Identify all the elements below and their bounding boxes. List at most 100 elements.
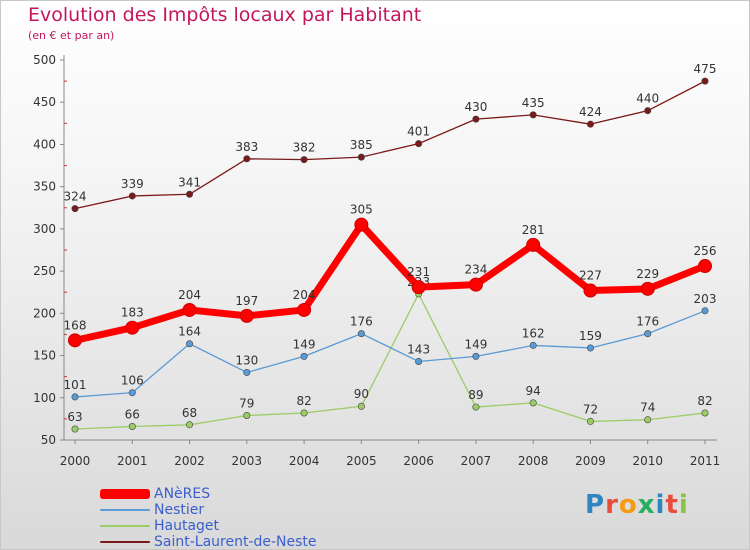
data-label: 281 (522, 223, 545, 237)
data-label: 435 (522, 96, 545, 110)
chart-subtitle: (en € et par an) (28, 29, 115, 42)
data-label: 149 (293, 337, 316, 351)
data-point (701, 409, 709, 417)
data-label: 204 (293, 288, 316, 302)
data-label: 68 (182, 406, 197, 420)
data-label: 341 (178, 175, 201, 189)
data-point (357, 153, 365, 161)
logo-letter: P (585, 490, 606, 520)
data-label: 339 (121, 177, 144, 191)
data-point (357, 402, 365, 410)
data-point (125, 320, 140, 335)
data-point (186, 340, 194, 348)
data-label: 227 (579, 269, 602, 283)
x-tick-label: 2011 (690, 454, 721, 468)
x-tick-label: 2005 (346, 454, 377, 468)
y-tick-label: 500 (33, 53, 56, 67)
data-label: 74 (640, 401, 655, 415)
data-point (297, 302, 312, 317)
data-label: 229 (636, 267, 659, 281)
data-point (68, 333, 82, 348)
data-label: 440 (636, 92, 659, 106)
data-point (586, 417, 594, 425)
data-label: 197 (235, 294, 258, 308)
logo-letter: r (605, 490, 619, 520)
x-tick-label: 2002 (174, 454, 205, 468)
y-tick-label: 250 (33, 264, 56, 278)
data-label: 305 (350, 203, 373, 217)
legend-label-nestier: Nestier (154, 502, 205, 518)
data-label: 101 (64, 378, 87, 392)
data-label: 94 (526, 384, 541, 398)
data-point (186, 421, 194, 429)
data-label: 234 (464, 263, 487, 277)
y-tick-label: 100 (33, 391, 56, 405)
data-label: 324 (64, 190, 87, 204)
data-point (701, 77, 709, 85)
data-label: 424 (579, 105, 602, 119)
legend-item-aneres: ANèRES (100, 486, 317, 502)
data-label: 82 (697, 394, 712, 408)
data-label: 130 (235, 353, 258, 367)
series-line (71, 221, 709, 344)
data-point (586, 120, 594, 128)
data-label: 475 (694, 62, 717, 76)
data-label: 203 (694, 292, 717, 306)
legend-label-aneres: ANèRES (154, 486, 211, 502)
data-point (529, 399, 537, 407)
y-tick-label: 350 (33, 180, 56, 194)
data-label: 383 (235, 140, 258, 154)
x-tick-label: 2001 (117, 454, 148, 468)
data-point (243, 155, 251, 163)
data-label: 164 (178, 325, 201, 339)
legend-swatch-nestier (100, 509, 150, 511)
y-tick-label: 300 (33, 222, 56, 236)
y-tick-label: 400 (33, 137, 56, 151)
data-label: 63 (67, 410, 82, 424)
data-label: 79 (239, 397, 254, 411)
legend-swatch-saint-laurent (100, 541, 150, 543)
data-label: 72 (583, 402, 598, 416)
data-point (71, 393, 79, 401)
x-tick-label: 2009 (575, 454, 606, 468)
data-point (698, 259, 712, 274)
data-label: 66 (125, 407, 140, 421)
data-point (526, 237, 541, 252)
data-point (300, 409, 308, 417)
legend-item-hautaget: Hautaget (100, 518, 317, 534)
data-label: 90 (354, 387, 369, 401)
data-label: 89 (468, 388, 483, 402)
logo-letter: o (618, 490, 638, 520)
y-tick-label: 150 (33, 349, 56, 363)
legend-swatch-aneres (100, 489, 150, 499)
data-point (128, 192, 136, 200)
data-label: 183 (121, 306, 144, 320)
chart-legend: ANèRES Nestier Hautaget Saint-Laurent-de… (100, 486, 317, 550)
data-point (128, 389, 136, 397)
data-label: 204 (178, 288, 201, 302)
series-line (74, 80, 706, 210)
data-point (468, 277, 483, 292)
y-tick-label: 50 (41, 433, 56, 447)
data-point (128, 422, 136, 430)
x-tick-label: 2006 (403, 454, 434, 468)
x-tick-label: 2000 (60, 454, 91, 468)
data-point (71, 425, 79, 433)
data-label: 162 (522, 326, 545, 340)
data-point (415, 140, 423, 148)
chart-title: Evolution des Impôts locaux par Habitant (28, 4, 422, 26)
logo-letter: t (665, 490, 679, 520)
data-point (472, 352, 480, 360)
data-label: 159 (579, 329, 602, 343)
x-tick-label: 2007 (461, 454, 492, 468)
data-label: 168 (64, 318, 87, 332)
data-point (701, 307, 709, 315)
data-label: 382 (293, 141, 316, 155)
data-point (472, 115, 480, 123)
data-label: 176 (350, 315, 373, 329)
y-tick-label: 200 (33, 306, 56, 320)
series-line (74, 293, 706, 430)
data-point (415, 357, 423, 365)
